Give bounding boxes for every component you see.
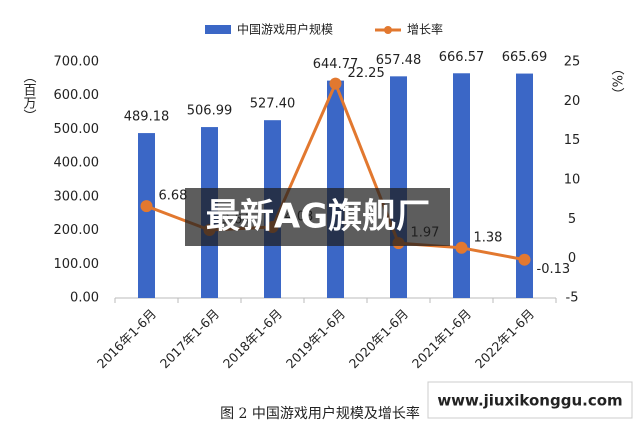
y2-tick-label: 10 <box>564 173 581 188</box>
line-value-label: -0.13 <box>537 262 571 277</box>
y-tick-label: 100.00 <box>54 257 100 272</box>
growth-point <box>455 241 468 254</box>
growth-point <box>329 77 342 90</box>
line-value-label: 22.25 <box>348 66 385 81</box>
line-value-label: 6.68 <box>159 189 188 204</box>
y-tick-label: 300.00 <box>54 189 100 204</box>
y-tick-label: 500.00 <box>54 122 100 137</box>
bar-value-label: 489.18 <box>124 110 170 125</box>
bar-value-label: 527.40 <box>250 97 296 112</box>
growth-point <box>140 200 153 213</box>
legend-label: 增长率 <box>407 22 443 37</box>
y-tick-label: 200.00 <box>54 223 100 238</box>
y-axis-label: （百万） <box>21 70 37 122</box>
y2-tick-label: 20 <box>564 94 581 109</box>
y-tick-label: 400.00 <box>54 156 100 171</box>
bar-value-label: 506.99 <box>187 104 233 119</box>
bar-value-label: 657.48 <box>376 53 422 68</box>
watermark: www.jiuxikonggu.com <box>437 392 622 410</box>
banner-bg <box>185 188 450 246</box>
legend-label: 中国游戏用户规模 <box>237 22 333 37</box>
y-tick-label: 600.00 <box>54 88 100 103</box>
y2-tick-label: 15 <box>564 133 581 148</box>
bar <box>453 73 470 298</box>
y2-axis-label: （%） <box>609 62 625 100</box>
legend-swatch <box>205 25 231 34</box>
y-tick-label: 0.00 <box>70 291 99 306</box>
bar <box>390 76 407 298</box>
caption: 图 2 中国游戏用户规模及增长率 <box>220 405 420 422</box>
banner: 最新AG旗舰厂 <box>206 197 430 237</box>
growth-point <box>518 253 531 266</box>
watermark-bg <box>427 381 633 419</box>
bar-value-label: 665.69 <box>502 50 548 65</box>
y2-tick-label: -5 <box>566 291 579 306</box>
y2-tick-label: 25 <box>564 55 581 70</box>
y2-tick-label: 0 <box>568 251 576 266</box>
bar <box>516 73 533 298</box>
bar-value-label: 666.57 <box>439 50 485 65</box>
bar <box>138 133 155 298</box>
y-tick-label: 700.00 <box>54 55 100 70</box>
legend-swatch <box>384 26 392 34</box>
y2-tick-label: 5 <box>568 212 576 227</box>
bar-value-label: 644.77 <box>313 57 359 72</box>
line-value-label: 1.38 <box>474 230 503 245</box>
